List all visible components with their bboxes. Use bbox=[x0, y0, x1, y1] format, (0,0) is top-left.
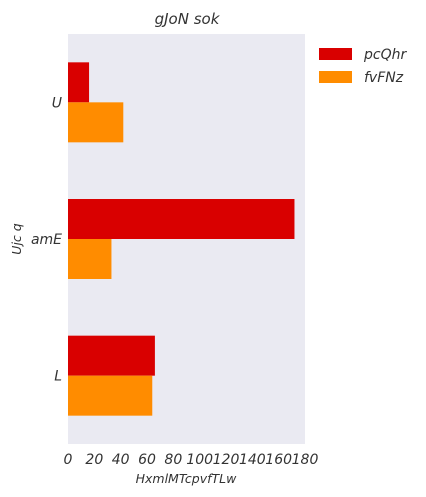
bar-pcQhr-L bbox=[68, 335, 155, 376]
x-tick-label: 140 bbox=[239, 452, 266, 468]
bar-fvFNz-L bbox=[68, 375, 153, 416]
bar-pcQhr-U bbox=[68, 62, 90, 103]
x-tick-label: 120 bbox=[213, 452, 240, 468]
x-tick-label: 160 bbox=[265, 452, 292, 468]
legend: pcQhr fvFNz bbox=[319, 47, 407, 86]
legend-swatch-pcQhr bbox=[319, 48, 352, 60]
x-tick-labels: 0 20 40 60 80 100 120 140 160 180 bbox=[64, 452, 319, 468]
y-axis-label: Ujc q bbox=[9, 223, 24, 254]
x-axis-label: HxmlMTcpvfTLw bbox=[136, 471, 238, 486]
chart-title: gJoN sok bbox=[155, 10, 221, 28]
legend-swatch-fvFNz bbox=[319, 71, 352, 83]
y-tick-label: L bbox=[54, 369, 62, 385]
x-tick-label: 0 bbox=[64, 452, 73, 468]
bars bbox=[68, 62, 295, 416]
bar-fvFNz-U bbox=[68, 102, 124, 143]
x-tick-label: 100 bbox=[186, 452, 213, 468]
legend-label-pcQhr: pcQhr bbox=[363, 47, 407, 63]
x-tick-label: 180 bbox=[292, 452, 319, 468]
x-tick-label: 60 bbox=[138, 452, 156, 468]
bar-fvFNz-amE bbox=[68, 239, 112, 279]
x-tick-label: 20 bbox=[85, 452, 103, 468]
y-tick-label: U bbox=[52, 95, 62, 111]
legend-label-fvFNz: fvFNz bbox=[364, 70, 404, 86]
bar-pcQhr-amE bbox=[68, 199, 295, 239]
x-tick-label: 40 bbox=[112, 452, 130, 468]
x-tick-label: 80 bbox=[164, 452, 182, 468]
y-tick-label: amE bbox=[31, 232, 62, 248]
